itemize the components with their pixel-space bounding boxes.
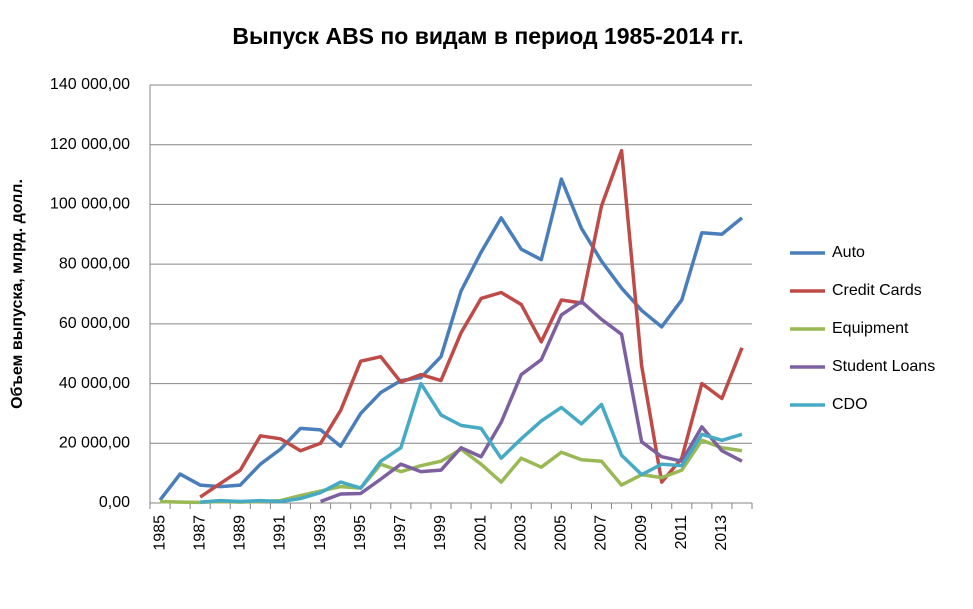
x-tick-label: 2007: [593, 515, 610, 551]
y-tick-label: 80 000,00: [59, 255, 130, 272]
y-tick-label: 40 000,00: [59, 375, 130, 392]
x-tick-label: 1997: [392, 515, 409, 551]
x-tick-label: 2013: [713, 515, 730, 551]
x-tick-label: 2003: [512, 515, 529, 551]
x-tick-label: 1991: [272, 515, 289, 551]
chart-title: Выпуск ABS по видам в период 1985-2014 г…: [232, 23, 743, 49]
y-tick-label: 100 000,00: [50, 196, 130, 213]
x-tick-label: 2001: [472, 515, 489, 551]
y-tick-label: 140 000,00: [50, 76, 130, 93]
x-tick-label: 1989: [232, 515, 249, 551]
y-tick-label: 0,00: [99, 494, 130, 511]
x-tick-label: 2009: [633, 515, 650, 551]
series-line: [199, 148, 744, 499]
x-tick-label: 1985: [151, 515, 168, 551]
legend-label: Equipment: [832, 320, 909, 337]
y-tick-label: 60 000,00: [59, 315, 130, 332]
y-axis-label: Объем выпуска, млрд. долл.: [9, 179, 26, 409]
y-tick-label: 120 000,00: [50, 136, 130, 153]
x-tick-label: 1995: [352, 515, 369, 551]
x-tick-label: 1987: [191, 515, 208, 551]
y-tick-label: 20 000,00: [59, 435, 130, 452]
legend-label: Auto: [832, 244, 865, 261]
x-tick-label: 2005: [553, 515, 570, 551]
series-line: [200, 381, 743, 504]
legend-label: CDO: [832, 396, 868, 413]
series-line: [319, 299, 743, 504]
series-line: [158, 177, 744, 502]
legend-label: Credit Cards: [832, 282, 922, 299]
x-tick-label: 1993: [312, 515, 329, 551]
x-tick-label: 2011: [673, 515, 690, 550]
x-tick-label: 1999: [432, 515, 449, 551]
legend-label: Student Loans: [832, 358, 935, 375]
